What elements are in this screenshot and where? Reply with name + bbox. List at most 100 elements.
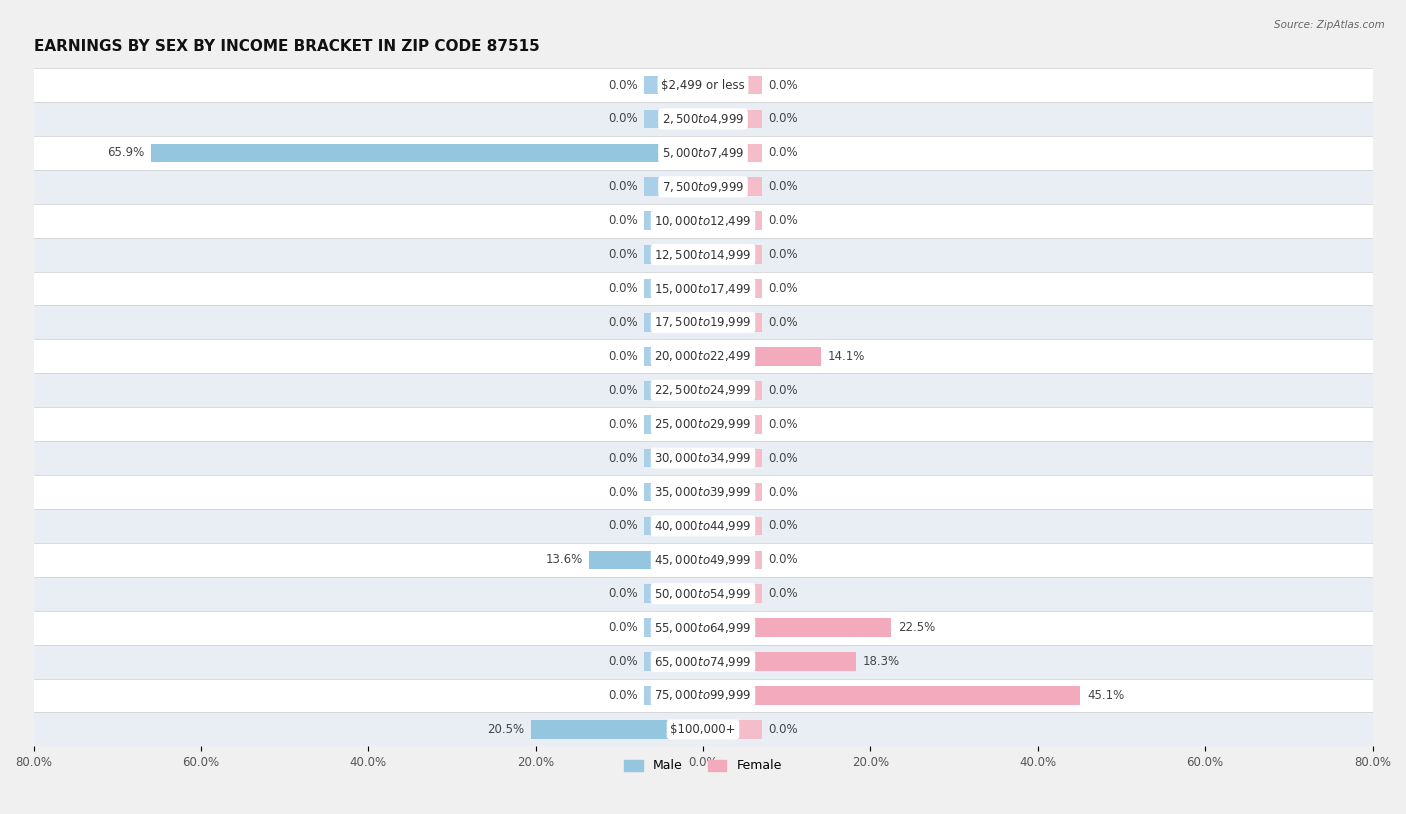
Bar [34,102,1372,136]
Text: 0.0%: 0.0% [768,112,797,125]
Text: 0.0%: 0.0% [768,485,797,498]
Text: 0.0%: 0.0% [768,316,797,329]
Text: 0.0%: 0.0% [609,519,638,532]
Bar [644,517,703,536]
Bar [703,584,762,603]
Bar [589,550,703,569]
Bar [34,204,1372,238]
Bar [34,339,1372,374]
Text: $22,500 to $24,999: $22,500 to $24,999 [654,383,752,397]
Text: 0.0%: 0.0% [609,316,638,329]
Bar [644,212,703,230]
Text: 0.0%: 0.0% [609,282,638,295]
Bar [644,110,703,129]
Text: 0.0%: 0.0% [609,383,638,396]
Text: 0.0%: 0.0% [768,383,797,396]
Bar [703,76,762,94]
Text: $65,000 to $74,999: $65,000 to $74,999 [654,654,752,668]
Bar [644,279,703,298]
Bar [531,720,703,739]
Bar [644,347,703,365]
Bar [34,305,1372,339]
Bar [34,610,1372,645]
Bar [703,517,762,536]
Bar [644,720,703,739]
Text: $7,500 to $9,999: $7,500 to $9,999 [662,180,744,194]
Text: 0.0%: 0.0% [609,78,638,91]
Bar [34,68,1372,102]
Text: 0.0%: 0.0% [768,180,797,193]
Text: 0.0%: 0.0% [609,248,638,261]
Bar [703,652,762,671]
Bar [644,449,703,467]
Bar [644,652,703,671]
Bar [703,110,762,129]
Text: 0.0%: 0.0% [609,112,638,125]
Text: 0.0%: 0.0% [609,350,638,363]
Text: 0.0%: 0.0% [609,689,638,702]
Bar [703,279,762,298]
Legend: Male, Female: Male, Female [619,755,787,777]
Bar [644,686,703,705]
Bar [34,712,1372,746]
Text: $10,000 to $12,499: $10,000 to $12,499 [654,214,752,228]
Text: 0.0%: 0.0% [768,248,797,261]
Bar [152,143,703,162]
Bar [703,449,762,467]
Bar [34,272,1372,305]
Text: 0.0%: 0.0% [609,587,638,600]
Bar [34,407,1372,441]
Text: $2,500 to $4,999: $2,500 to $4,999 [662,112,744,126]
Text: 45.1%: 45.1% [1087,689,1125,702]
Bar [703,483,762,501]
Text: 14.1%: 14.1% [828,350,865,363]
Bar [703,347,821,365]
Text: 0.0%: 0.0% [609,485,638,498]
Bar [703,347,762,365]
Bar [34,475,1372,509]
Bar [644,584,703,603]
Text: 0.0%: 0.0% [768,723,797,736]
Text: 0.0%: 0.0% [609,655,638,668]
Bar [644,143,703,162]
Text: $20,000 to $22,499: $20,000 to $22,499 [654,349,752,363]
Bar [703,619,891,637]
Text: $12,500 to $14,999: $12,500 to $14,999 [654,247,752,261]
Text: 0.0%: 0.0% [768,147,797,160]
Text: $40,000 to $44,999: $40,000 to $44,999 [654,519,752,533]
Bar [703,212,762,230]
Text: $15,000 to $17,499: $15,000 to $17,499 [654,282,752,295]
Bar [703,686,762,705]
Bar [644,619,703,637]
Bar [34,238,1372,272]
Bar [644,76,703,94]
Text: $35,000 to $39,999: $35,000 to $39,999 [654,485,752,499]
Bar [703,550,762,569]
Bar [34,679,1372,712]
Text: 20.5%: 20.5% [488,723,524,736]
Bar [644,415,703,434]
Text: $55,000 to $64,999: $55,000 to $64,999 [654,620,752,635]
Text: $25,000 to $29,999: $25,000 to $29,999 [654,418,752,431]
Bar [34,645,1372,679]
Text: $45,000 to $49,999: $45,000 to $49,999 [654,553,752,567]
Bar [644,177,703,196]
Bar [703,415,762,434]
Text: EARNINGS BY SEX BY INCOME BRACKET IN ZIP CODE 87515: EARNINGS BY SEX BY INCOME BRACKET IN ZIP… [34,39,540,55]
Bar [644,483,703,501]
Text: 65.9%: 65.9% [107,147,145,160]
Text: $5,000 to $7,499: $5,000 to $7,499 [662,146,744,160]
Text: 0.0%: 0.0% [609,214,638,227]
Bar [703,313,762,332]
Bar [34,577,1372,610]
Text: 0.0%: 0.0% [768,554,797,567]
Bar [703,245,762,264]
Bar [703,619,762,637]
Bar [703,143,762,162]
Text: 18.3%: 18.3% [863,655,900,668]
Bar [644,313,703,332]
Text: 0.0%: 0.0% [768,282,797,295]
Text: $2,499 or less: $2,499 or less [661,78,745,91]
Bar [34,441,1372,475]
Bar [34,543,1372,577]
